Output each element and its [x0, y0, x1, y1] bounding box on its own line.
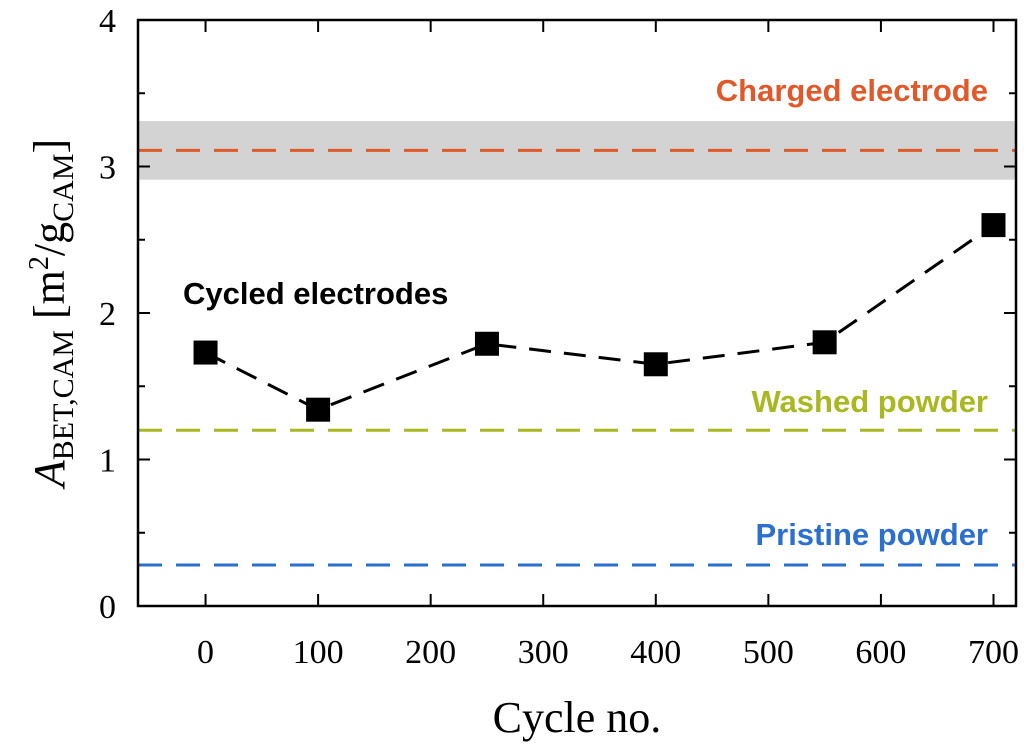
data-point-550 [812, 330, 837, 355]
x-tick-label-100: 100 [293, 634, 344, 671]
pristine-powder-label: Pristine powder [755, 517, 988, 552]
data-point-0 [193, 340, 218, 365]
data-point-700 [981, 213, 1006, 238]
series-layer [193, 213, 1006, 422]
y-axis-title-symbol: A [25, 459, 74, 490]
x-tick-label-200: 200 [405, 634, 456, 671]
y-axis-title-unit-close: ] [25, 139, 74, 154]
data-point-100 [306, 397, 331, 422]
y-tick-label-1: 1 [99, 443, 116, 480]
y-axis-title-unit-mid: /g [25, 222, 74, 256]
washed-powder-label: Washed powder [751, 384, 988, 419]
x-tick-label-500: 500 [743, 634, 794, 671]
x-tick-label-0: 0 [197, 634, 214, 671]
data-point-400 [643, 352, 668, 377]
x-tick-label-300: 300 [518, 634, 569, 671]
cycled-electrodes-label: Cycled electrodes [183, 276, 448, 311]
y-tick-label-3: 3 [99, 150, 116, 187]
x-tick-label-400: 400 [630, 634, 681, 671]
y-axis-title-symbol-subscript: BET,CAM [47, 330, 80, 460]
plot-frame [136, 18, 1018, 608]
reference-lines-layer [138, 148, 1016, 567]
charged-electrode-label: Charged electrode [716, 73, 988, 108]
x-tick-label-600: 600 [855, 634, 906, 671]
y-axis-title-unit-superscript: 2 [24, 256, 55, 270]
y-tick-label-2: 2 [99, 296, 116, 333]
y-tick-label-0: 0 [99, 589, 116, 626]
data-point-250 [474, 331, 499, 356]
x-axis-title: Cycle no. [493, 693, 662, 742]
series-line-0 [204, 223, 995, 412]
y-axis-title-unit-open: [m [25, 270, 74, 330]
y-tick-label-4: 4 [99, 3, 116, 40]
y-axis-title: ABET,CAM [m2/gCAM] [24, 139, 80, 490]
x-tick-label-700: 700 [968, 634, 1019, 671]
y-axis-title-unit-subscript: CAM [47, 153, 80, 221]
ticks-layer: 0 100 200 300 400 500 600 700 0 1 2 3 4 [99, 3, 1019, 671]
